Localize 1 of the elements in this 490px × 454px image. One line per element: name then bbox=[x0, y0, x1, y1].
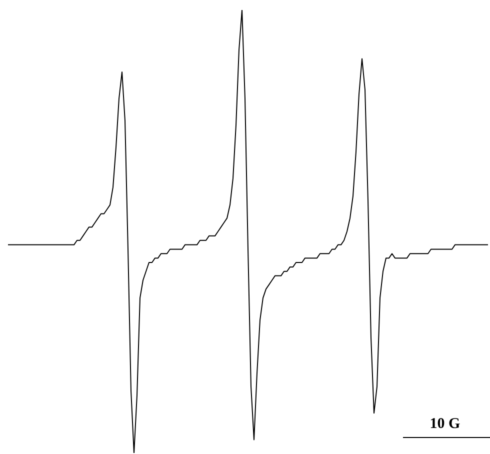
annotation: 10 G bbox=[428, 416, 462, 433]
